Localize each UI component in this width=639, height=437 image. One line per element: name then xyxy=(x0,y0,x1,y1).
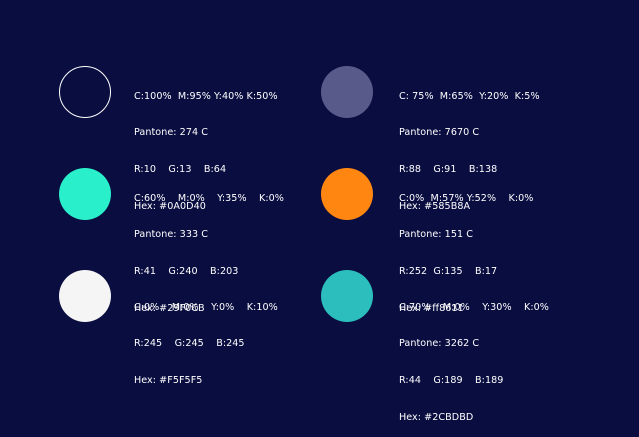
hex-value: Hex: #0A0D40 xyxy=(134,201,206,213)
cmyk-value: C:70% M:0% Y:30% K:0% xyxy=(399,301,549,313)
hex-value: Hex: #ff8611 xyxy=(399,303,464,315)
color-swatch-29f0cb xyxy=(59,168,111,220)
pantone-value: Pantone: 151 C xyxy=(399,229,473,241)
color-info-ff8611: C:0% M:57% Y:52% K:0% Pantone: 151 C R:2… xyxy=(399,168,533,328)
pantone-value: Pantone: 7670 C xyxy=(399,127,480,139)
color-swatch-f5f5f5 xyxy=(59,270,111,322)
color-swatch-2cbdbd xyxy=(321,270,373,322)
color-info-2cbdbd: C:70% M:0% Y:30% K:0% Pantone: 3262 C R:… xyxy=(399,277,549,437)
hex-value: Hex: #585B8A xyxy=(399,201,471,213)
rgb-value: R:41 G:240 B:203 xyxy=(134,266,239,278)
cmyk-value: C:60% M:0% Y:35% K:0% xyxy=(134,192,284,204)
cmyk-value: C: 75% M:65% Y:20% K:5% xyxy=(399,90,540,102)
color-swatch-ff8611 xyxy=(321,168,373,220)
hex-value: Hex: #F5F5F5 xyxy=(134,375,203,387)
rgb-value: R:10 G:13 B:64 xyxy=(134,164,227,176)
cmyk-value: C:0% M:57% Y:52% K:0% xyxy=(399,192,534,204)
color-info-0a0d40: C:100% M:95% Y:40% K:50% Pantone: 274 C … xyxy=(134,66,278,226)
pantone-value: Pantone: 3262 C xyxy=(399,338,480,350)
hex-value: Hex: #2CBDBD xyxy=(399,412,474,424)
color-swatch-0a0d40 xyxy=(59,66,111,118)
rgb-value: R:252 G:135 B:17 xyxy=(399,266,498,278)
pantone-value: Pantone: 274 C xyxy=(134,127,208,139)
color-info-585b8a: C: 75% M:65% Y:20% K:5% Pantone: 7670 C … xyxy=(399,66,540,226)
color-info-f5f5f5: C:0% M:0% Y:0% K:10% R:245 G:245 B:245 H… xyxy=(134,277,278,400)
pantone-value: Pantone: 333 C xyxy=(134,229,208,241)
hex-value: Hex: #29F0CB xyxy=(134,303,205,315)
cmyk-value: C:100% M:95% Y:40% K:50% xyxy=(134,90,278,102)
rgb-value: R:44 G:189 B:189 xyxy=(399,375,504,387)
color-swatch-585b8a xyxy=(321,66,373,118)
color-info-29f0cb: C:60% M:0% Y:35% K:0% Pantone: 333 C R:4… xyxy=(134,168,284,328)
rgb-value: R:245 G:245 B:245 xyxy=(134,338,245,350)
rgb-value: R:88 G:91 B:138 xyxy=(399,164,498,176)
cmyk-value: C:0% M:0% Y:0% K:10% xyxy=(134,301,278,313)
